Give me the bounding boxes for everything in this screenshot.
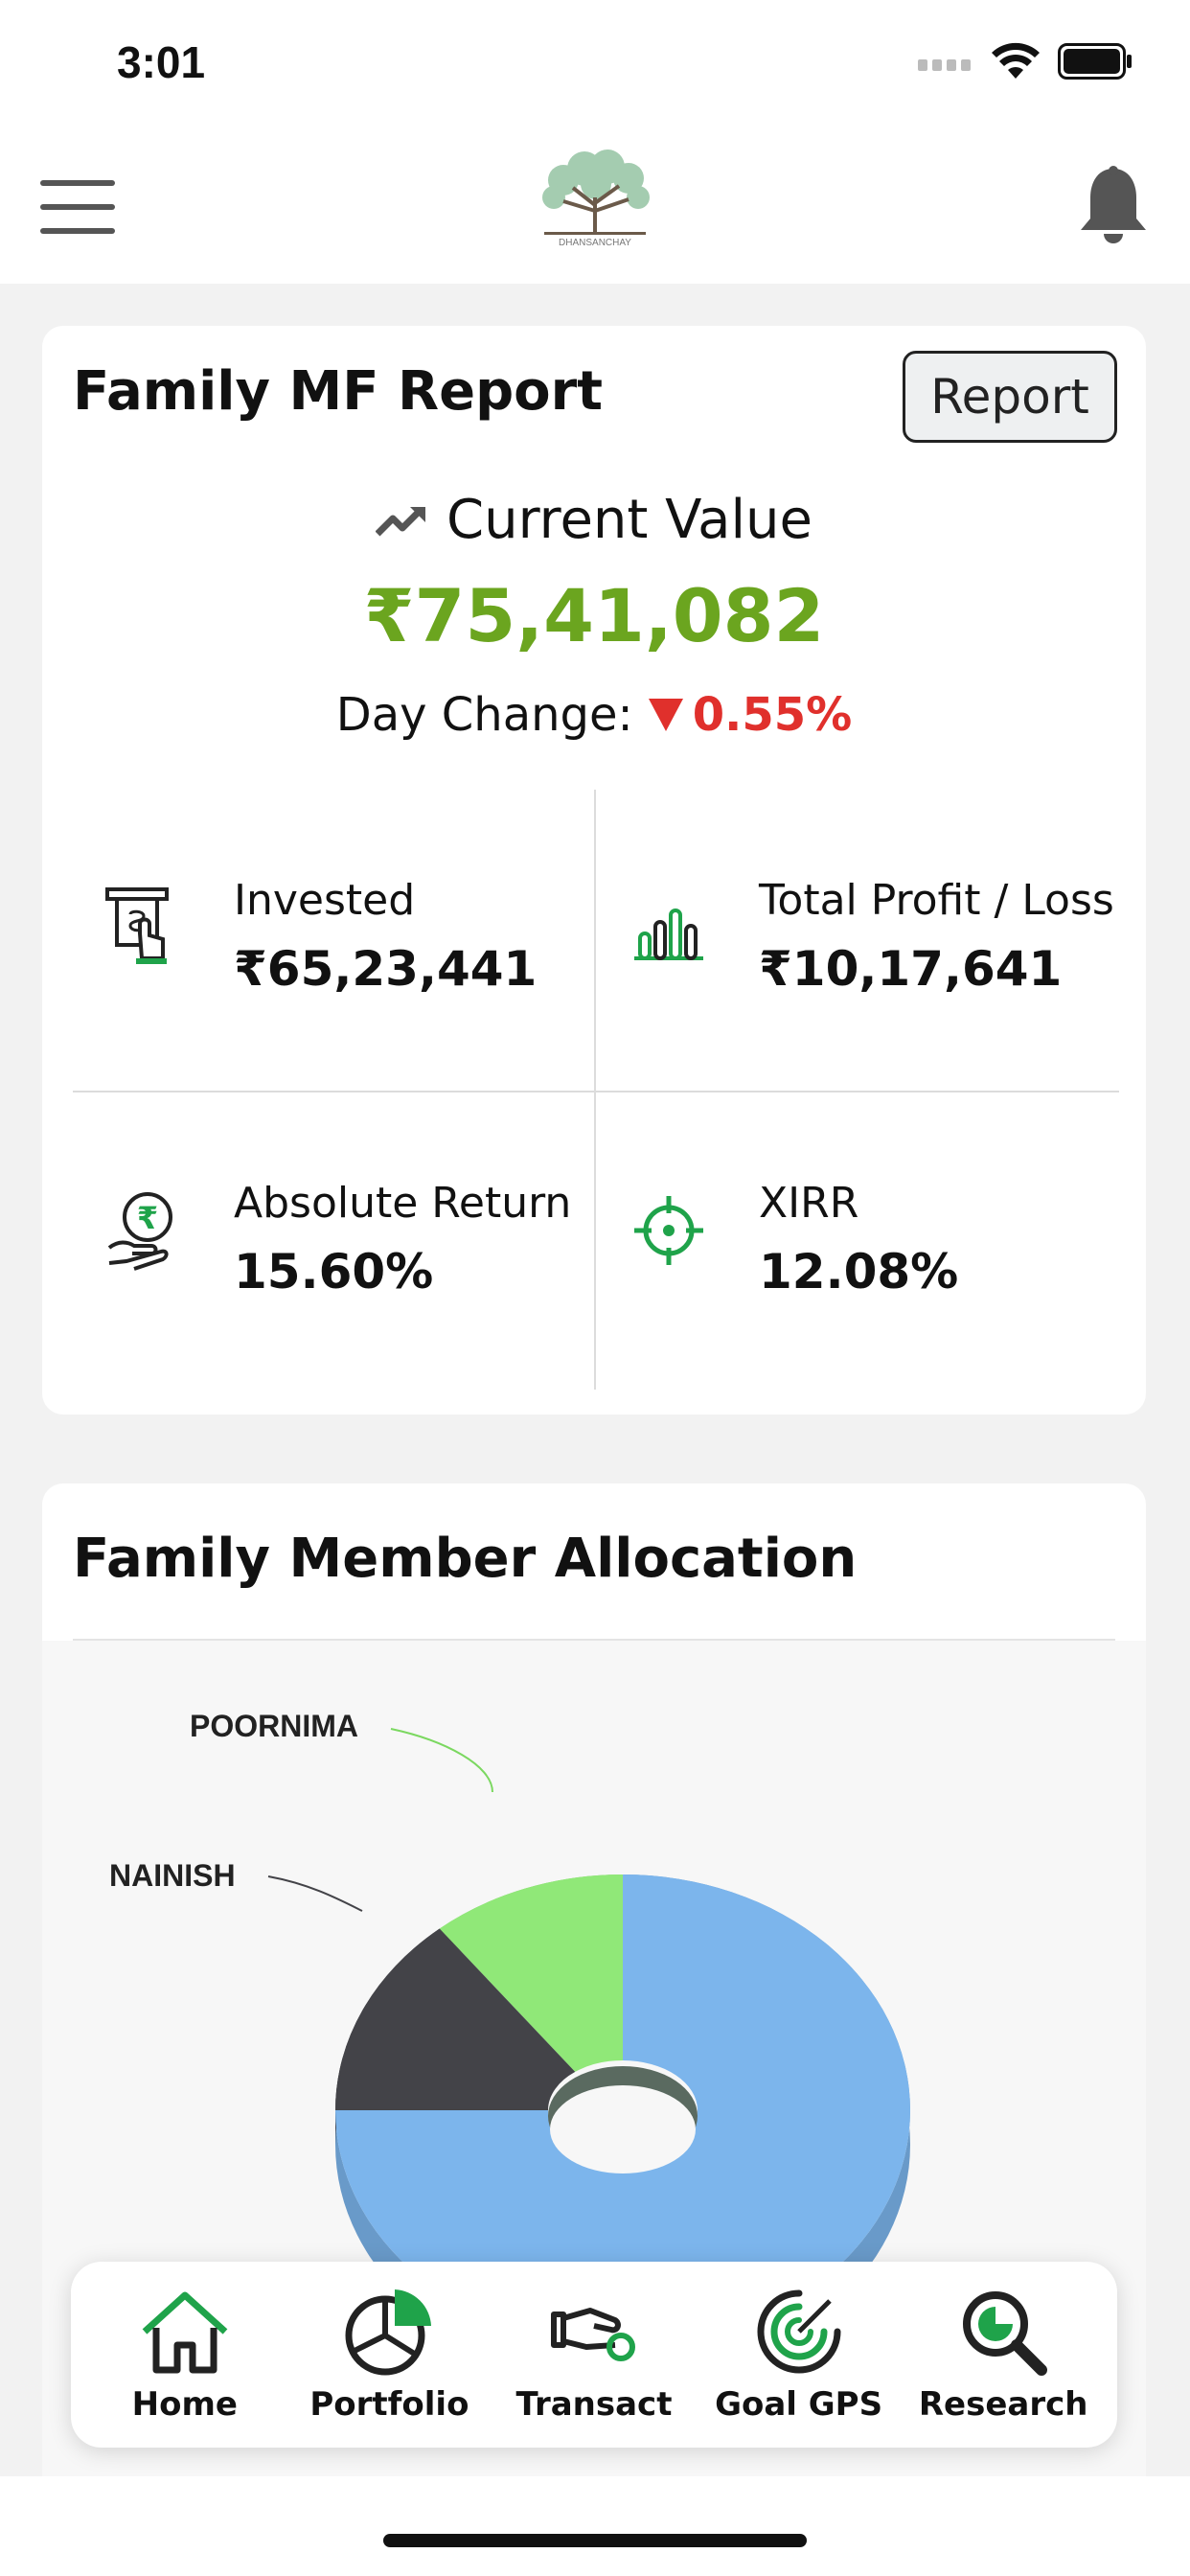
day-change-label: Day Change: [335, 688, 633, 742]
atm-cash-icon [105, 887, 169, 964]
status-time: 3:01 [117, 37, 206, 87]
home-indicator-area [0, 2476, 1190, 2576]
nav-goal-gps-label: Goal GPS [715, 2385, 883, 2424]
metric-absolute-return-value: 15.60% [234, 1244, 434, 1300]
metric-absolute-return-label: Absolute Return [234, 1179, 572, 1228]
status-icons [918, 42, 1133, 80]
battery-icon [1058, 43, 1132, 80]
signal-icon [918, 59, 971, 71]
app-header: DHANSANCHAY [0, 126, 1190, 284]
nav-portfolio[interactable]: Portfolio [293, 2286, 485, 2424]
portfolio-pie-icon [345, 2289, 432, 2376]
nav-transact-label: Transact [515, 2385, 673, 2424]
donut-hole [550, 2085, 696, 2174]
day-change-row: Day Change: 0.55% [42, 688, 1146, 742]
pie-label-connector [390, 1728, 493, 1793]
nav-research-label: Research [918, 2385, 1088, 2424]
nav-home-label: Home [131, 2385, 238, 2424]
status-bar: 3:01 [0, 0, 1190, 126]
metric-invested-value: ₹65,23,441 [234, 941, 538, 997]
metrics-vertical-divider [594, 790, 596, 1390]
target-icon [634, 1196, 703, 1265]
logo-text: DHANSANCHAY [559, 238, 631, 248]
family-mf-report-card: Family MF Report Report Current Value ₹7… [42, 326, 1146, 1414]
pie-slice-label: NAINISH [109, 1858, 236, 1893]
nav-goal-gps[interactable]: Goal GPS [703, 2286, 895, 2424]
home-indicator [383, 2534, 807, 2547]
wifi-icon [992, 42, 1040, 79]
nav-research[interactable]: Research [907, 2286, 1099, 2424]
hamburger-menu-icon[interactable] [40, 180, 115, 234]
goal-gps-icon [757, 2289, 841, 2374]
pie-slice-label: POORNIMA [190, 1709, 358, 1743]
bar-chart-icon [634, 908, 703, 960]
current-value-label: Current Value [446, 489, 812, 551]
notification-bell-icon[interactable] [1079, 165, 1148, 245]
nav-transact[interactable]: Transact [498, 2286, 690, 2424]
pie-slice [335, 1928, 576, 2110]
app-logo: DHANSANCHAY [542, 150, 650, 248]
pie-slice [439, 1874, 623, 2072]
day-change-value: 0.55% [692, 688, 853, 742]
pie-label-connector [267, 1875, 363, 1912]
metric-profit-loss-label: Total Profit / Loss [759, 876, 1114, 925]
transact-hand-icon [550, 2308, 635, 2361]
current-value-row: Current Value [42, 489, 1146, 551]
home-icon [142, 2291, 228, 2374]
metric-xirr-value: 12.08% [759, 1244, 959, 1300]
pie-slice [335, 1874, 910, 2346]
report-button[interactable]: Report [903, 351, 1117, 443]
rupee-hand-icon: ₹ [107, 1192, 172, 1271]
nav-home[interactable]: Home [89, 2286, 281, 2424]
allocation-divider [73, 1639, 1115, 1642]
metric-invested-label: Invested [234, 876, 416, 925]
allocation-pie-chart: POORNIMA NAINISH [109, 1709, 910, 2380]
research-magnifier-icon [963, 2291, 1048, 2376]
allocation-card-title: Family Member Allocation [73, 1528, 858, 1590]
metric-xirr-label: XIRR [759, 1179, 859, 1228]
svg-text:₹: ₹ [137, 1200, 158, 1236]
trend-up-icon [376, 506, 426, 536]
bottom-navigation: Home Portfolio Transact Goal GPS [71, 2262, 1117, 2448]
metric-profit-loss-value: ₹10,17,641 [759, 941, 1063, 997]
nav-portfolio-label: Portfolio [309, 2385, 469, 2424]
report-card-title: Family MF Report [73, 360, 604, 423]
current-value-amount: ₹75,41,082 [363, 573, 825, 658]
metrics-horizontal-divider [73, 1091, 1119, 1092]
down-arrow-icon [648, 699, 683, 731]
